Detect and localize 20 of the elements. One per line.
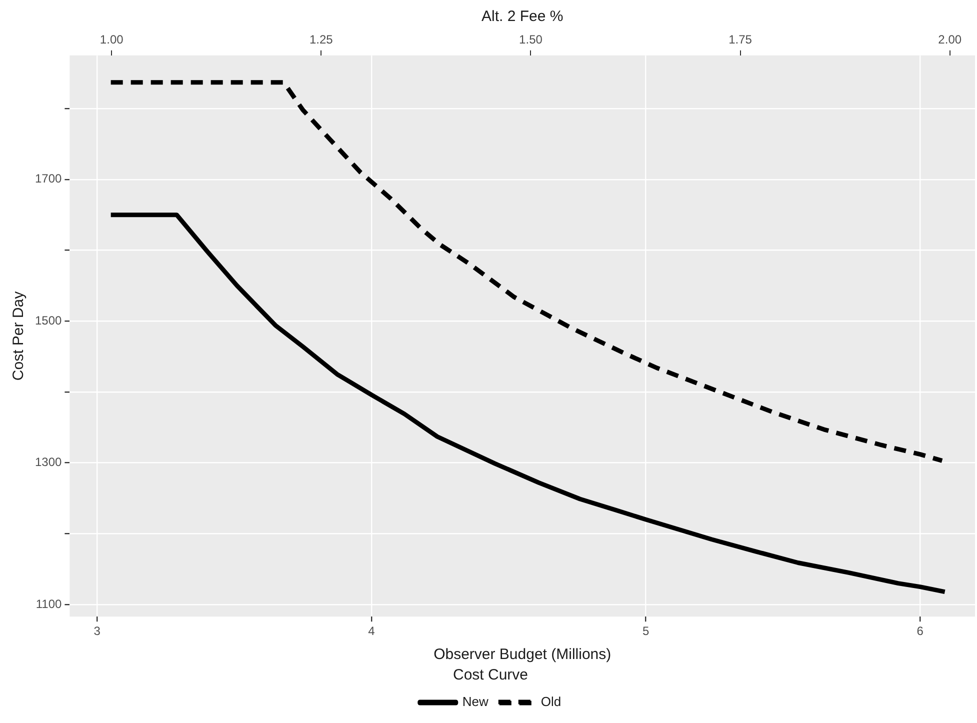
y-tick-label: 1100: [36, 596, 62, 611]
x2-tick-label: 1.75: [728, 32, 752, 47]
x2-tick-label: 1.00: [100, 32, 124, 47]
x-tick-label: 5: [642, 624, 650, 638]
x-tick-label: 6: [916, 624, 924, 638]
y-tick-label: 1300: [34, 455, 62, 470]
x-axis-title: Observer Budget (Millions): [434, 646, 612, 664]
x2-tick-label: 1.50: [519, 32, 543, 47]
x-tick-label: 3: [94, 624, 101, 638]
legend-title: Cost Curve: [452, 666, 528, 684]
legend-label: Old: [540, 694, 562, 710]
y-tick-label: 1700: [34, 172, 62, 186]
line-series: [108, 80, 944, 463]
y-tick-label: 1500: [34, 313, 62, 328]
x2-tick-label: 1.25: [309, 32, 334, 47]
legend-label: New: [462, 694, 489, 710]
x-tick-label: 4: [368, 624, 376, 638]
x2-tick-label: 2.00: [938, 32, 962, 47]
x2-axis-title: Alt. 2 Fee %: [481, 8, 564, 26]
y-axis-title: Cost Per Day: [10, 290, 28, 381]
